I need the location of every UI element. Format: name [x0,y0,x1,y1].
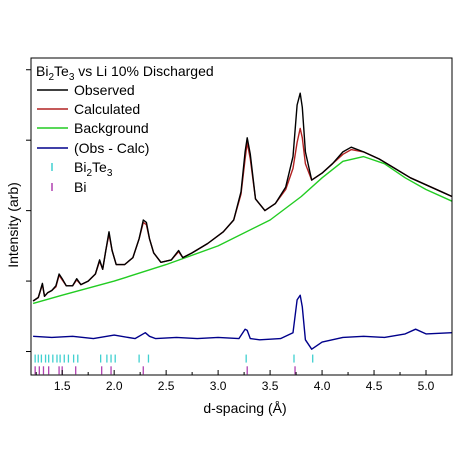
series-layer [32,92,453,350]
axes: 1.5 2.0 2.5 3.0 3.5 4.0 4.5 5.0 [26,69,435,393]
legend-item-observed: Observed [37,82,135,98]
legend-item-background: Background [37,120,149,136]
x-tick-label: 3.0 [210,379,227,393]
plot-frame [30,57,453,376]
legend-label-bi: Bi [74,179,86,195]
legend-item-obs-calc: (Obs - Calc) [37,140,149,156]
legend-item-bi: Bi [51,179,86,195]
series-line-observed [32,92,453,302]
x-tick-label: 3.5 [262,379,279,393]
legend-item-bi2te3: Bi2Te3 [51,159,113,179]
legend-label-bi2te3: Bi2Te3 [74,159,113,179]
x-tick-label: 1.5 [54,379,71,393]
chart-title: Bi2Te3 vs Li 10% Discharged [36,63,214,83]
series-line-background [32,155,453,305]
legend: Observed Calculated Background (Obs - Ca… [37,82,149,195]
legend-label-observed: Observed [74,82,135,98]
x-tick-label: 5.0 [418,379,435,393]
x-tick-label: 2.0 [106,379,123,393]
legend-label-obs-calc: (Obs - Calc) [74,140,149,156]
legend-label-background: Background [74,120,149,136]
reflection-ticks [34,354,314,375]
y-axis-label: Intensity (arb) [5,182,21,268]
x-axis-label: d-spacing (Å) [203,400,286,416]
legend-label-calculated: Calculated [74,101,140,117]
series-line-obs-calc [33,294,453,350]
x-tick-label: 4.0 [314,379,331,393]
legend-item-calculated: Calculated [37,101,140,117]
x-tick-label: 4.5 [366,379,383,393]
x-tick-label: 2.5 [158,379,175,393]
